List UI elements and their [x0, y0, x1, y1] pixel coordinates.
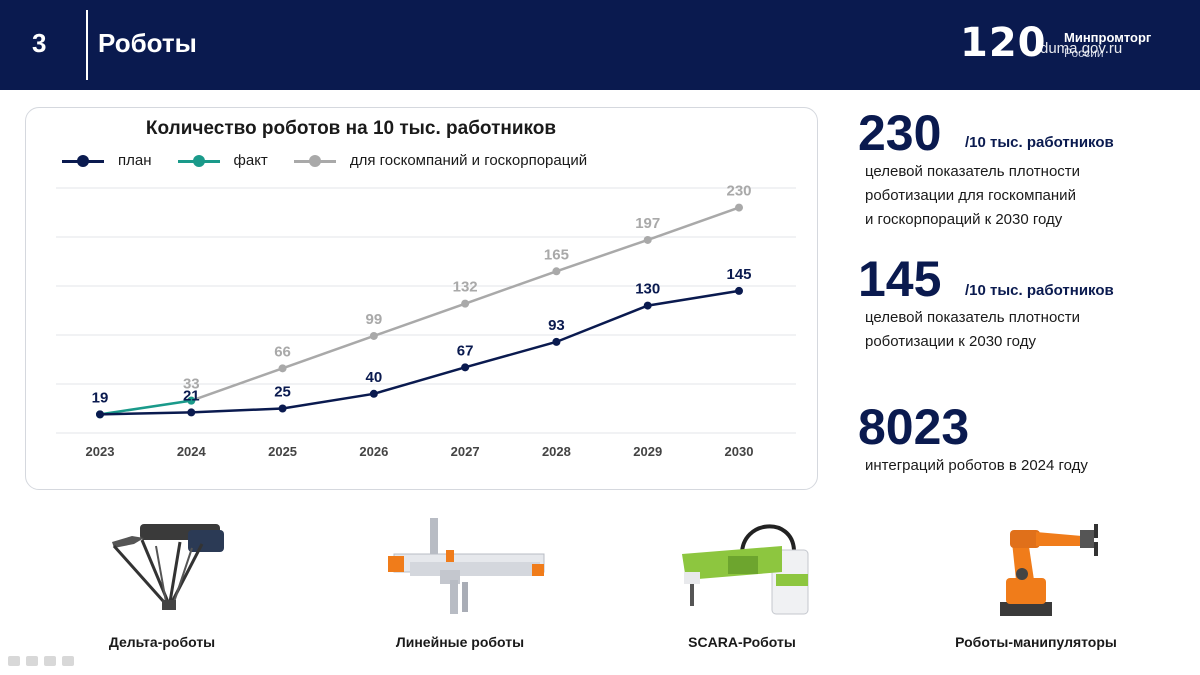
x-tick-label: 2029 [633, 444, 662, 459]
watermark: duma.gov.ru [1040, 40, 1123, 57]
logo-line-2: России [1064, 46, 1104, 60]
kpi-desc-line: целевой показатель плотности [865, 163, 1081, 180]
data-point [278, 364, 287, 373]
pen-icon[interactable] [26, 656, 38, 666]
kpi-gov-density-unit: /10 тыс. работников [965, 134, 1114, 151]
legend-label-fact: факт [233, 152, 268, 169]
x-tick-label: 2028 [542, 444, 571, 459]
prev-slide-icon[interactable] [8, 656, 20, 666]
legend-label-gov: для госкомпаний и госкорпораций [349, 152, 588, 169]
series-line-plan [99, 289, 740, 416]
data-label: 67 [457, 342, 474, 359]
delta-robot-icon [112, 524, 224, 610]
x-tick-label: 2025 [268, 444, 297, 459]
data-label: 197 [635, 215, 660, 232]
kpi-desc-line: роботизации для госкомпаний [865, 187, 1076, 204]
data-label: 19 [92, 389, 109, 406]
chart-legend: план факт для госкомпаний и госкорпораци… [62, 152, 613, 169]
slide-title: Роботы [98, 28, 197, 58]
kpi-desc-line: роботизации к 2030 году [865, 333, 1036, 350]
kpi-density-value: 145 [858, 251, 942, 307]
slides-grid-icon[interactable] [44, 656, 56, 666]
robot-type-label: Линейные роботы [395, 634, 525, 650]
ministry-logo: 120 Минпромторг России [960, 20, 1160, 68]
linear-robot-icon [388, 518, 545, 614]
legend-label-plan: план [118, 152, 152, 169]
data-point [461, 299, 470, 308]
data-point [552, 337, 561, 346]
data-label: 40 [366, 369, 383, 386]
kpi-integrations-desc: интеграций роботов в 2024 году [865, 454, 1088, 478]
series-line-fact [99, 399, 192, 416]
more-icon[interactable] [62, 656, 74, 666]
legend-swatch-plan [62, 154, 104, 168]
chart-panel: Количество роботов на 10 тыс. работников… [25, 107, 818, 490]
kpi-desc-line: и госкорпораций к 2030 году [865, 211, 1063, 228]
kpi-gov-density-desc: целевой показатель плотности роботизации… [865, 160, 1080, 232]
data-point [278, 404, 287, 413]
robot-type-delta: Дельта-роботы [52, 510, 272, 660]
data-label: 165 [544, 246, 569, 263]
data-label: 132 [453, 279, 478, 296]
data-label: 130 [635, 281, 660, 298]
legend-swatch-gov [293, 154, 336, 168]
legend-item-fact: факт [177, 152, 268, 169]
logo-anniversary-number: 120 [960, 20, 1047, 66]
robot-type-label: Дельта-роботы [108, 634, 216, 650]
data-label: 93 [548, 317, 565, 334]
scara-robot-icon [682, 524, 809, 615]
robot-type-scara: SCARA-Роботы [632, 510, 852, 660]
data-point [369, 331, 378, 340]
x-tick-label: 2023 [86, 444, 115, 459]
data-label: 230 [726, 183, 751, 200]
data-label: 66 [274, 343, 291, 360]
x-tick-label: 2030 [725, 444, 754, 459]
data-label: 145 [726, 266, 751, 283]
data-label: 99 [366, 311, 383, 328]
kpi-density-unit: /10 тыс. работников [965, 282, 1114, 299]
data-point [643, 301, 652, 310]
chart-title: Количество роботов на 10 тыс. работников [145, 118, 557, 139]
line-chart: 2023 2024 2025 2026 2027 2028 2029 2030 19 21 25 40… [56, 183, 796, 459]
slide-number: 3 [32, 28, 47, 58]
kpi-gov-density-value: 230 [858, 105, 942, 161]
data-label: 33 [183, 376, 200, 393]
data-point [461, 363, 470, 372]
data-point [369, 389, 378, 398]
x-tick-label: 2024 [177, 444, 207, 459]
data-point [96, 410, 104, 419]
data-label: 25 [274, 384, 291, 401]
legend-item-plan: план [62, 152, 152, 169]
legend-item-gov: для госкомпаний и госкорпораций [293, 152, 588, 169]
kpi-desc-line: целевой показатель плотности [865, 309, 1081, 326]
presentation-toolbar[interactable] [8, 656, 74, 666]
robot-type-manipulator: Роботы-манипуляторы [926, 510, 1146, 660]
robot-type-label: SCARA-Роботы [688, 634, 796, 650]
robot-type-linear: Линейные роботы [350, 510, 570, 660]
data-point [187, 408, 196, 417]
kpi-density-desc: целевой показатель плотности роботизации… [865, 306, 1080, 354]
manipulator-robot-icon [1000, 524, 1098, 616]
kpi-desc-line: интеграций роботов в 2024 году [865, 457, 1088, 474]
data-point [735, 203, 743, 212]
legend-swatch-fact [177, 154, 220, 168]
x-tick-label: 2026 [359, 444, 388, 459]
data-point [187, 396, 196, 405]
data-point [735, 286, 743, 295]
kpi-integrations-value: 8023 [858, 399, 970, 455]
data-point [552, 267, 561, 276]
slide-header: 3 Роботы 120 Минпромторг России duma.gov… [0, 0, 1200, 90]
data-point [643, 235, 652, 244]
robot-type-label: Роботы-манипуляторы [955, 634, 1117, 650]
logo-line-1: Минпромторг [1064, 30, 1152, 45]
header-divider [86, 10, 88, 80]
data-label: 21 [183, 387, 200, 404]
x-tick-label: 2027 [451, 444, 480, 459]
